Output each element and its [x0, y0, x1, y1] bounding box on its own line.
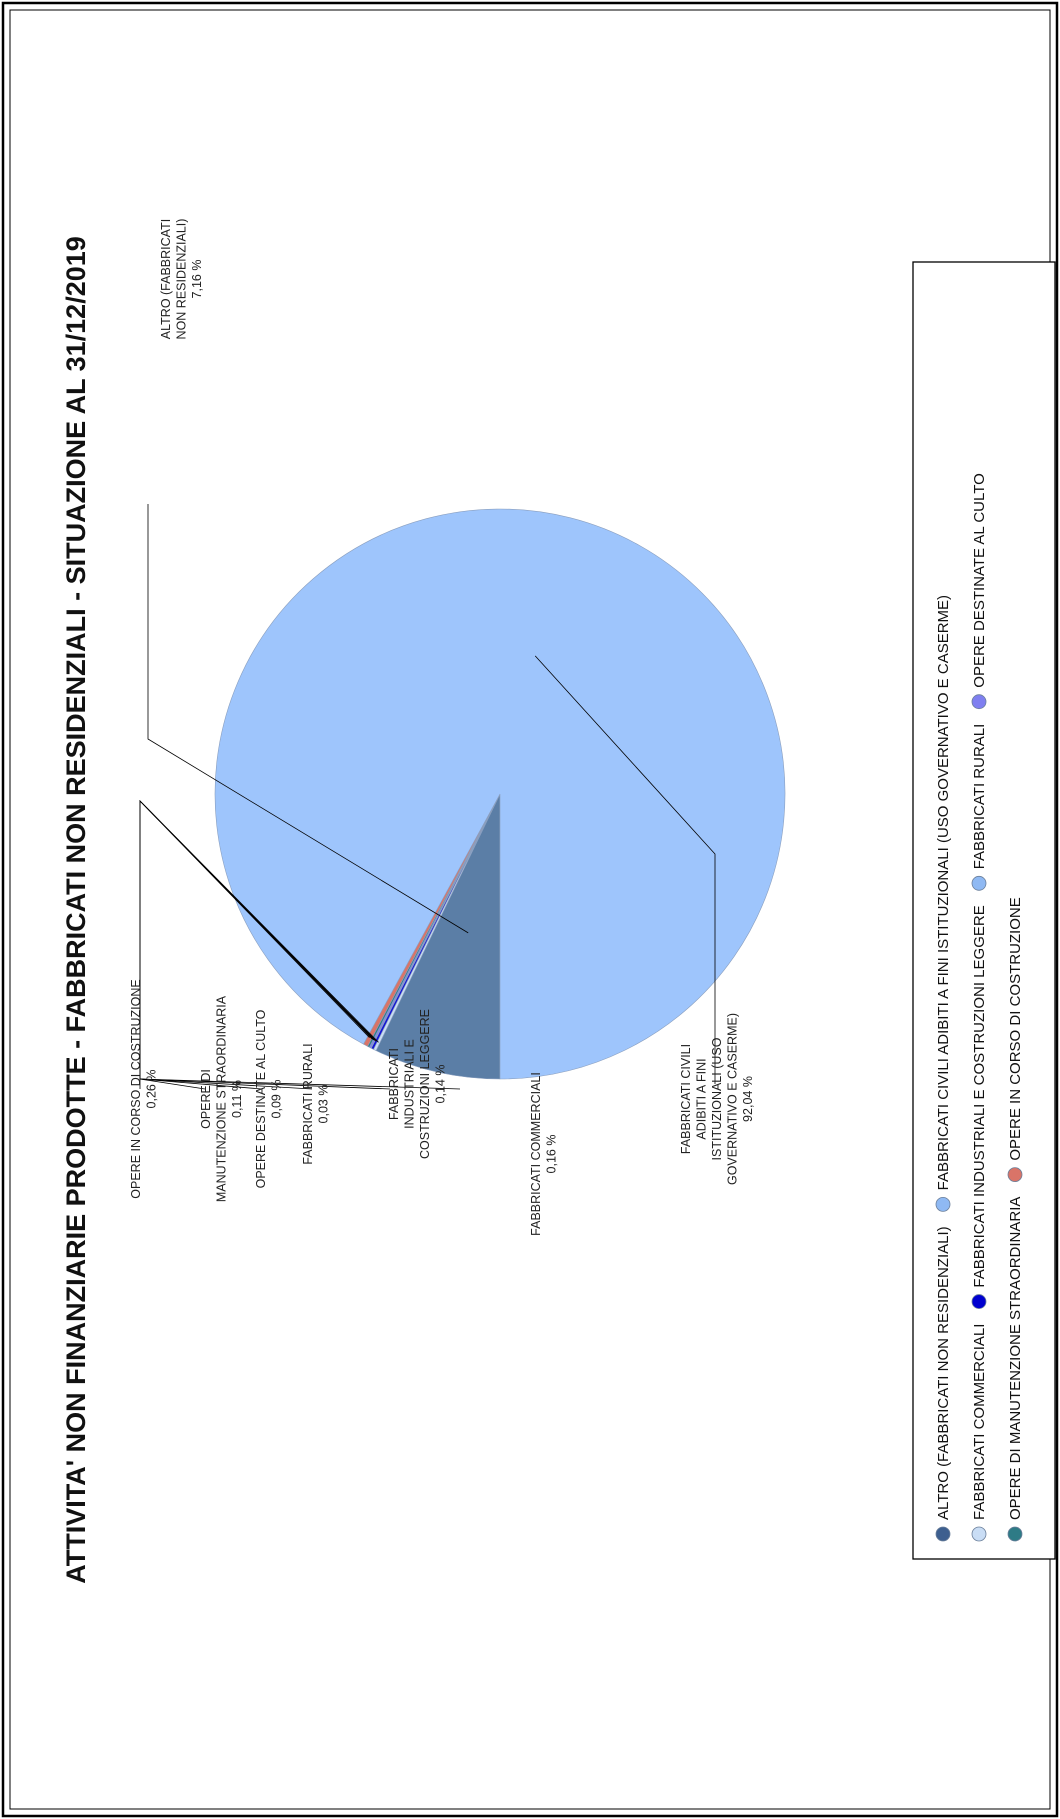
- legend-box: [912, 261, 1056, 1560]
- leader-line-fabbricati-civili-adibiti-a-fini-istituzionali-uso-governativo-e-caserme: [534, 655, 716, 1084]
- legend-swatch-altro-fabbricati-non-residenziali: [935, 1526, 951, 1542]
- leader-line-opere-in-corso-di-costruzione: [139, 800, 370, 1089]
- pie-slices: [214, 508, 786, 1080]
- label-opere-destinate-al-culto: OPERE DESTINATE AL CULTO 0,09 %: [254, 1009, 284, 1188]
- legend-swatch-opere-destinate-al-culto: [971, 694, 987, 710]
- legend-swatch-opere-in-corso-di-costruzione: [1007, 1167, 1023, 1183]
- label-fabbricati-civili-adibiti-a-fini-istituzionali-uso-governativo-e-caserme: FABBRICATI CIVILI ADIBITI A FINI ISTITUZIO…: [679, 1013, 755, 1185]
- label-altro-fabbricati-non-residenziali: ALTRO (FABBRICATI NON RESIDENZIALI) 7,16 %: [159, 219, 204, 340]
- legend-swatch-fabbricati-rurali: [971, 875, 987, 891]
- legend-swatch-fabbricati-industriali-e-costruzioni-leggere: [971, 1294, 987, 1309]
- legend-label-fabbricati-rurali: FABBRICATI RURALI: [971, 724, 988, 870]
- chart-title: ATTIVITA' NON FINANZIARIE PRODOTTE - FAB…: [61, 236, 91, 1584]
- legend-label-fabbricati-civili-adibiti-a-fini-istituzionali-uso-governativo-e-caserme: FABBRICATI CIVILI ADIBITI A FINI ISTITUZ…: [935, 595, 952, 1190]
- slice-fabbricati-civili-adibiti-a-fini-istituzionali-uso-governativo-e-caserme: [214, 508, 786, 1080]
- label-opere-in-corso-di-costruzione: OPERE IN CORSO DI COSTRUZIONE 0,26 %: [129, 979, 159, 1198]
- legend-swatch-fabbricati-commerciali: [971, 1526, 987, 1542]
- legend-label-opere-destinate-al-culto: OPERE DESTINATE AL CULTO: [971, 473, 988, 688]
- legend-label-opere-in-corso-di-costruzione: OPERE IN CORSO DI COSTRUZIONE: [1007, 897, 1024, 1160]
- label-opere-di-manutenzione-straordinaria: OPERE DI MANUTENZIONE STRAORDINARIA 0,11 %: [199, 995, 244, 1202]
- legend-label-opere-di-manutenzione-straordinaria: OPERE DI MANUTENZIONE STRAORDINARIA: [1007, 1197, 1024, 1520]
- label-fabbricati-rurali: FABBRICATI RURALI 0,03 %: [301, 1043, 331, 1164]
- leader-line-altro-fabbricati-non-residenziali: [147, 504, 469, 934]
- slice-labels: ALTRO (FABBRICATI NON RESIDENZIALI) 7,16 %…: [129, 219, 755, 1236]
- legend-label-fabbricati-industriali-e-costruzioni-leggere: FABBRICATI INDUSTRIALI E COSTRUZIONI LEG…: [971, 905, 988, 1287]
- legend: ALTRO (FABBRICATI NON RESIDENZIALI) FABBR…: [912, 261, 1056, 1560]
- slice-altro-fabbricati-non-residenziali: [375, 793, 501, 1080]
- leader-lines: [139, 504, 716, 1090]
- legend-swatch-fabbricati-civili-adibiti-a-fini-istituzionali-uso-governativo-e-caserme: [935, 1196, 951, 1212]
- legend-label-fabbricati-commerciali: FABBRICATI COMMERCIALI: [971, 1324, 988, 1520]
- label-fabbricati-commerciali: FABBRICATI COMMERCIALI 0,16 %: [529, 1072, 559, 1236]
- legend-label-altro-fabbricati-non-residenziali: ALTRO (FABBRICATI NON RESIDENZIALI): [935, 1226, 952, 1520]
- label-fabbricati-industriali-e-costruzioni-leggere: FABBRICATI INDUSTRIALI E COSTRUZIONI LEGGE…: [387, 1009, 448, 1159]
- legend-swatch-opere-di-manutenzione-straordinaria: [1007, 1526, 1023, 1542]
